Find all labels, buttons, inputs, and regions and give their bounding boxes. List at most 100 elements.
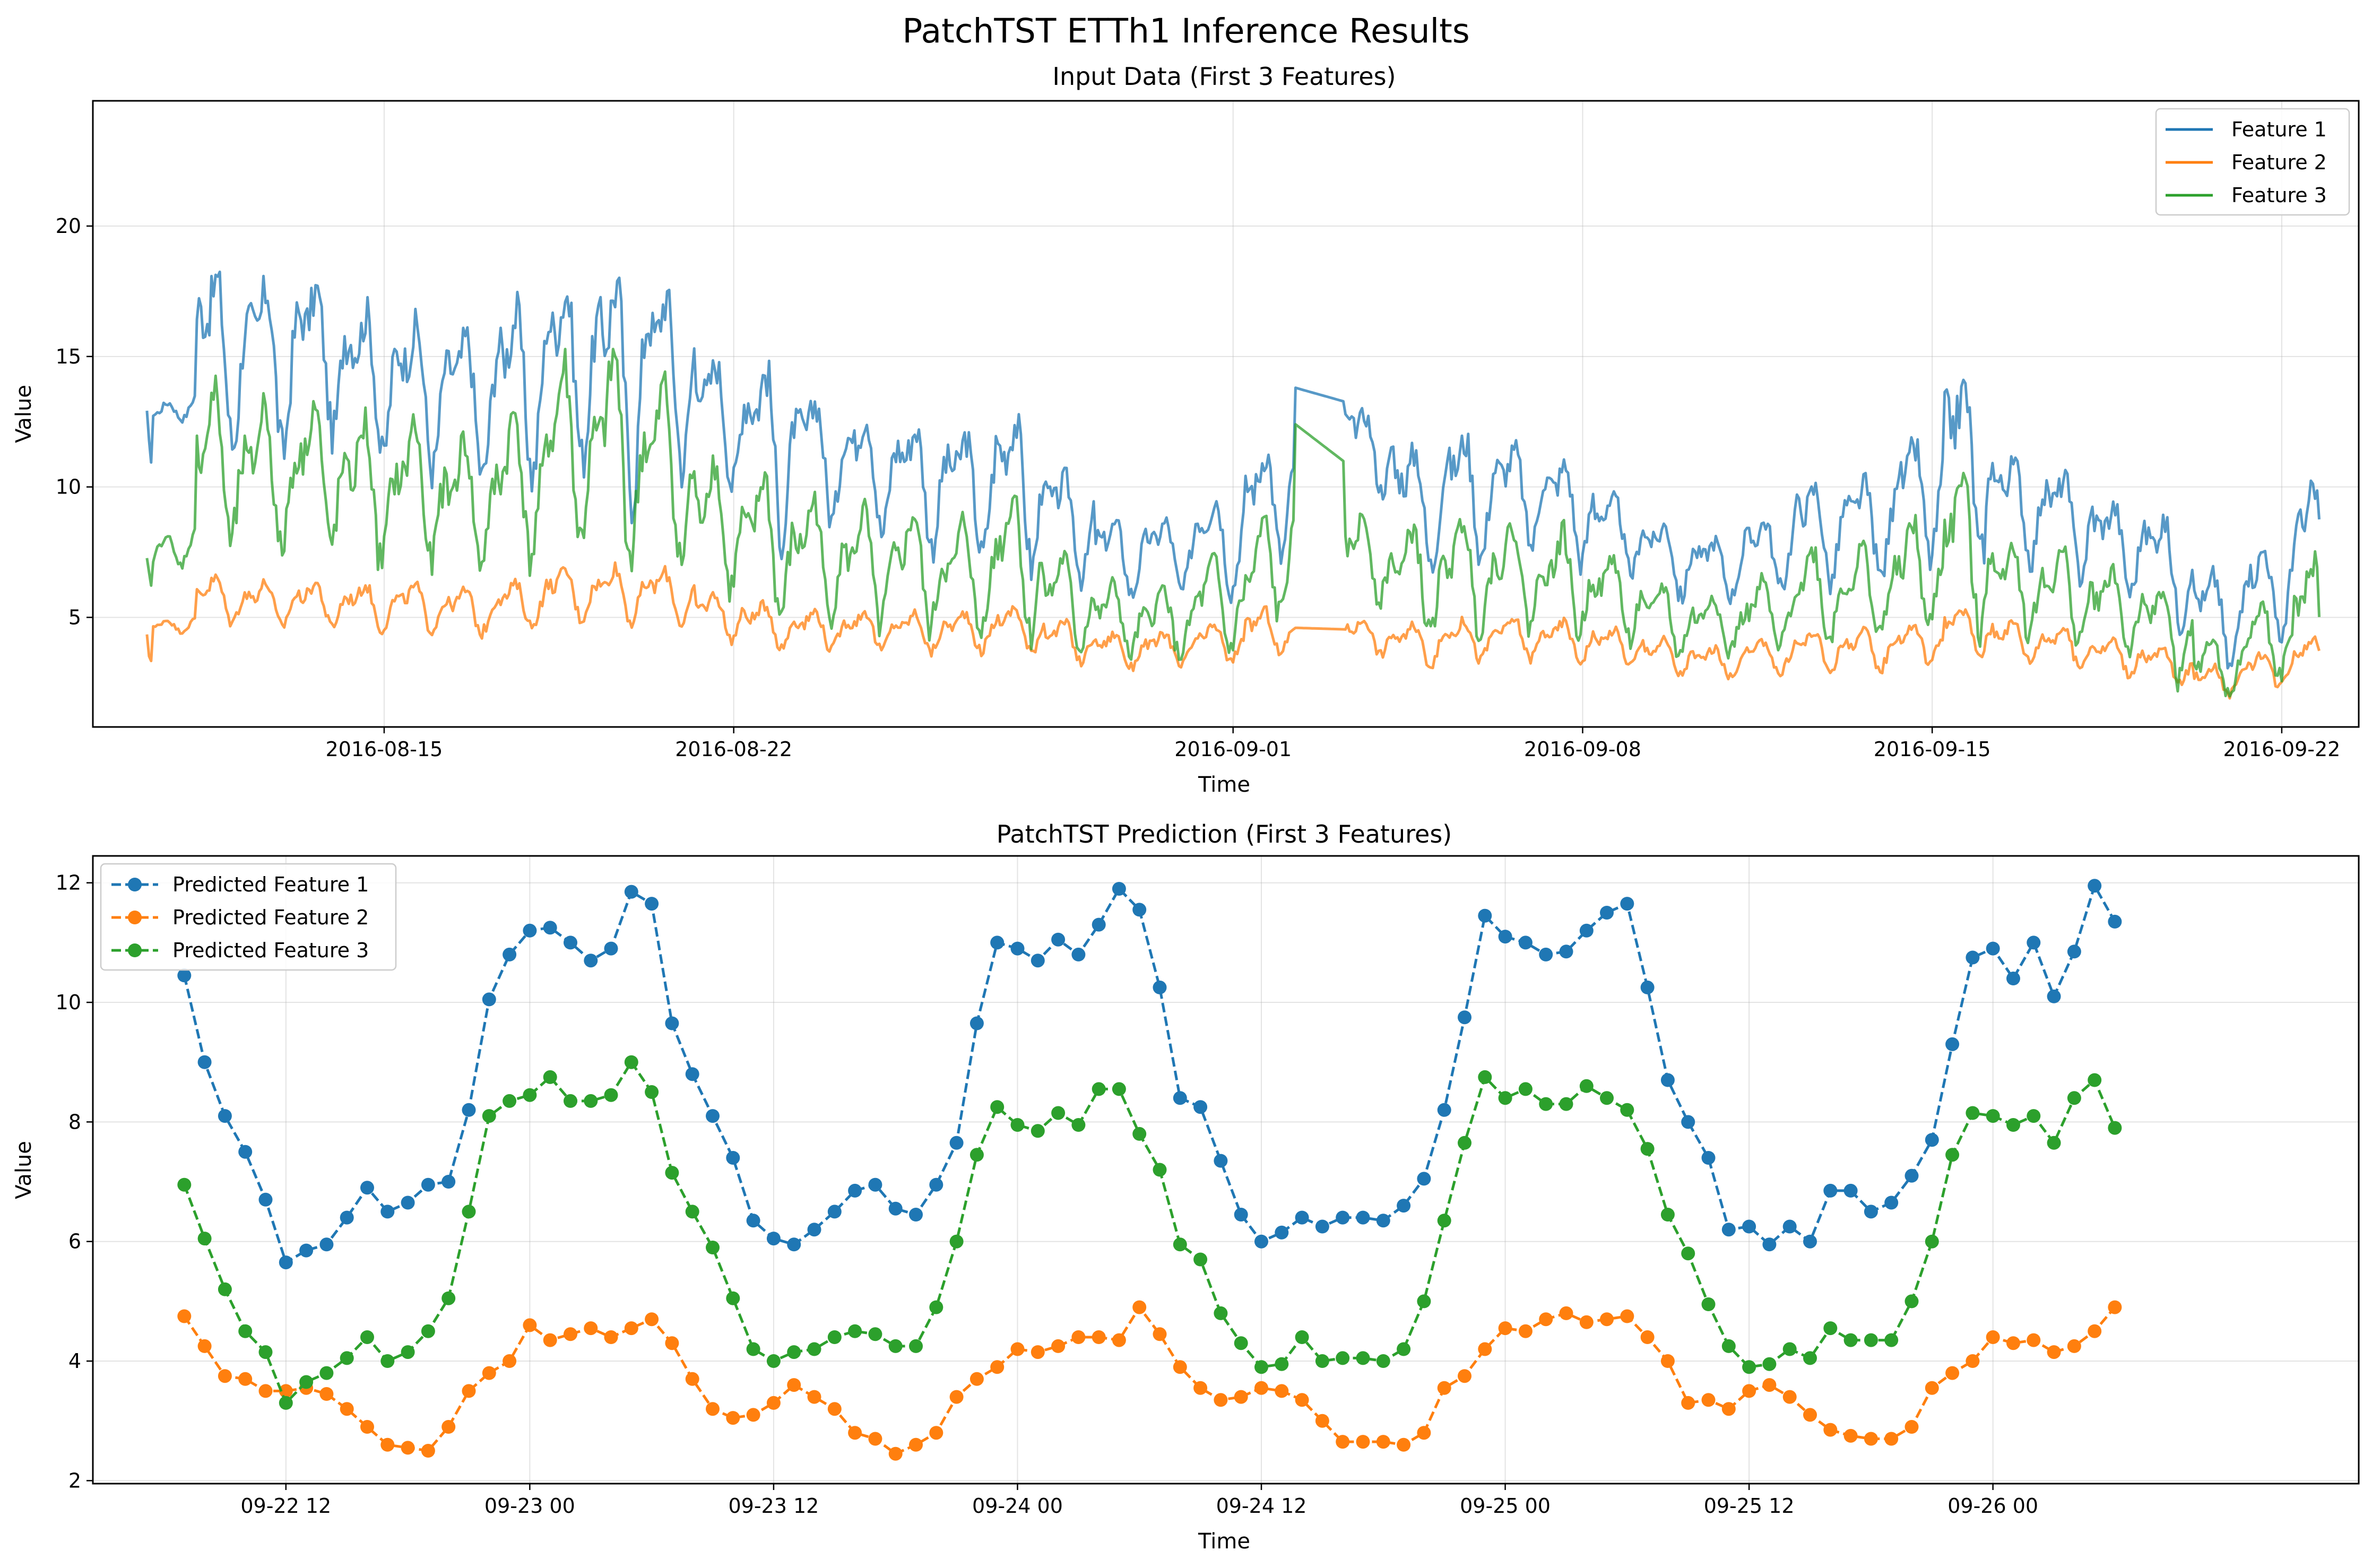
prediction-data-point	[1660, 1073, 1675, 1087]
prediction-data-point	[1051, 1106, 1066, 1120]
prediction-data-point	[1742, 1360, 1756, 1374]
prediction-data-point	[543, 1333, 557, 1347]
prediction-data-point	[1214, 1306, 1228, 1320]
prediction-data-point	[990, 1360, 1005, 1374]
input-legend-label-3: Feature 3	[2231, 184, 2327, 207]
prediction-data-point	[1945, 1037, 1960, 1051]
prediction-data-point	[1315, 1354, 1329, 1368]
prediction-data-point	[1600, 1312, 1614, 1327]
prediction-data-point	[1660, 1354, 1675, 1368]
input-x-tick-label: 2016-09-08	[1524, 738, 1641, 761]
prediction-data-point	[421, 1324, 435, 1338]
prediction-x-tick-label: 09-24 00	[972, 1494, 1063, 1518]
prediction-data-point	[503, 1354, 517, 1368]
prediction-data-point	[1356, 1210, 1370, 1225]
prediction-data-point	[1376, 1435, 1390, 1449]
prediction-data-point	[868, 1327, 882, 1341]
prediction-data-point	[827, 1330, 842, 1344]
input-y-tick-label: 15	[56, 345, 81, 368]
prediction-data-point	[380, 1354, 395, 1368]
prediction-data-point	[848, 1183, 862, 1198]
prediction-series-1-points	[177, 879, 2122, 1270]
prediction-data-point	[1193, 1381, 1208, 1395]
prediction-data-point	[360, 1181, 374, 1195]
prediction-data-point	[1458, 1136, 1471, 1150]
prediction-data-point	[929, 1177, 943, 1192]
prediction-data-point	[1498, 1091, 1512, 1105]
prediction-data-point	[1254, 1360, 1268, 1374]
prediction-data-point	[238, 1372, 253, 1386]
input-chart-legend: Feature 1 Feature 2 Feature 3	[2155, 108, 2350, 216]
prediction-data-point	[848, 1426, 862, 1440]
prediction-data-point	[1660, 1208, 1675, 1222]
input-legend-box	[2155, 108, 2350, 216]
prediction-data-point	[1437, 1381, 1451, 1395]
prediction-data-point	[1640, 980, 1655, 994]
prediction-data-point	[401, 1345, 415, 1359]
prediction-data-point	[1945, 1148, 1960, 1162]
prediction-data-point	[766, 1232, 781, 1246]
prediction-data-point	[1153, 980, 1167, 994]
prediction-data-point	[1539, 1312, 1553, 1327]
prediction-y-tick-label: 8	[68, 1110, 81, 1133]
input-series-line-3	[145, 348, 2321, 698]
prediction-data-point	[1742, 1384, 1756, 1398]
prediction-data-point	[868, 1432, 882, 1446]
prediction-data-point	[523, 1318, 537, 1332]
prediction-data-point	[1478, 1342, 1492, 1356]
prediction-x-tick-label: 09-23 12	[728, 1494, 819, 1518]
prediction-data-point	[1864, 1432, 1878, 1446]
prediction-x-tick-label: 09-26 00	[1947, 1494, 2038, 1518]
prediction-data-point	[746, 1408, 760, 1422]
prediction-data-point	[1518, 1324, 1533, 1338]
prediction-data-point	[441, 1175, 456, 1189]
prediction-data-point	[827, 1402, 842, 1416]
prediction-data-point	[2006, 972, 2020, 985]
prediction-data-point	[1092, 1082, 1106, 1096]
prediction-data-point	[1966, 1106, 1980, 1120]
prediction-data-point	[218, 1369, 232, 1383]
prediction-data-point	[1275, 1384, 1289, 1398]
prediction-data-point	[685, 1067, 699, 1081]
input-series-line-2	[145, 561, 2321, 700]
prediction-data-point	[746, 1214, 760, 1228]
prediction-data-point	[1498, 930, 1512, 944]
prediction-data-point	[949, 1234, 964, 1249]
prediction-data-point	[1397, 1342, 1411, 1356]
prediction-data-point	[848, 1324, 862, 1338]
prediction-data-point	[665, 1166, 679, 1180]
prediction-data-point	[766, 1354, 781, 1368]
prediction-chart-frame	[92, 855, 2360, 1485]
prediction-data-point	[1518, 935, 1533, 950]
prediction-data-point	[726, 1151, 740, 1165]
prediction-data-point	[360, 1330, 374, 1344]
prediction-data-point	[1173, 1091, 1187, 1105]
prediction-data-point	[238, 1145, 253, 1159]
prediction-legend-label-2: Predicted Feature 2	[172, 906, 369, 929]
prediction-data-point	[1762, 1237, 1777, 1252]
input-legend-label-2: Feature 2	[2231, 151, 2327, 174]
prediction-data-point	[1762, 1357, 1777, 1371]
prediction-data-point	[2088, 1324, 2102, 1338]
prediction-data-point	[787, 1345, 801, 1359]
input-x-tick-label: 2016-08-22	[675, 738, 792, 761]
prediction-data-point	[1092, 917, 1106, 932]
prediction-data-point	[1112, 1333, 1126, 1347]
prediction-data-point	[1173, 1237, 1187, 1252]
prediction-data-point	[1010, 941, 1025, 956]
prediction-data-point	[1884, 1333, 1899, 1347]
prediction-data-point	[2067, 1091, 2081, 1105]
input-chart-x-ticks: 2016-08-15 2016-08-22 2016-09-01 2016-09-08…	[326, 727, 2340, 761]
prediction-data-point	[1112, 882, 1126, 896]
prediction-data-point	[706, 1402, 720, 1416]
prediction-data-point	[299, 1375, 314, 1389]
prediction-data-point	[2006, 1118, 2020, 1132]
prediction-data-point	[1132, 903, 1147, 917]
prediction-x-tick-label: 09-25 12	[1704, 1494, 1795, 1518]
prediction-data-point	[2027, 1333, 2041, 1347]
prediction-data-point	[1782, 1390, 1797, 1404]
prediction-data-point	[604, 941, 618, 956]
prediction-data-point	[949, 1390, 964, 1404]
prediction-data-point	[624, 1055, 638, 1069]
